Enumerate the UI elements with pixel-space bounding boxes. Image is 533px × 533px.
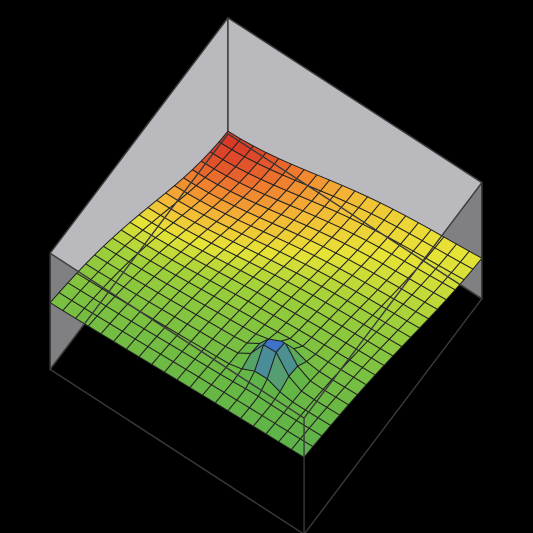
surface-plot <box>0 0 533 533</box>
surface-plot-container <box>0 0 533 533</box>
